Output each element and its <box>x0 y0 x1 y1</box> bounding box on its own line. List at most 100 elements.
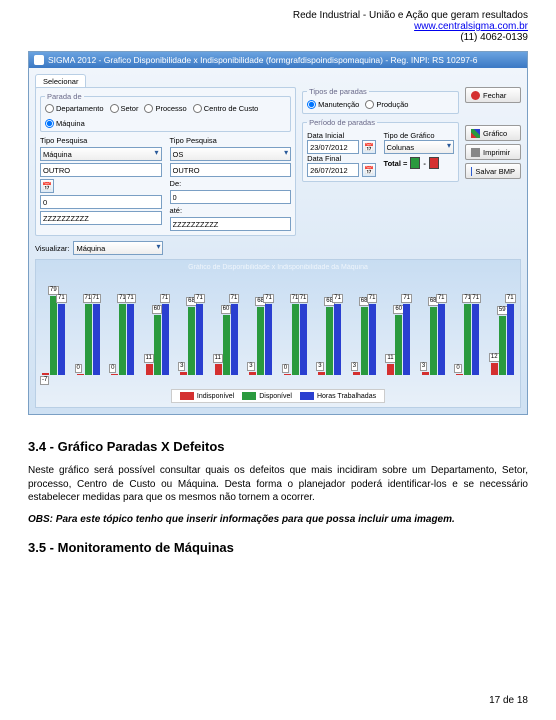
radio-parada-3[interactable]: Centro de Custo <box>193 104 259 113</box>
sel-visualizar[interactable] <box>73 241 163 255</box>
cal-di[interactable]: 📅 <box>362 140 376 154</box>
radio-tipo-0[interactable]: Manutenção <box>307 100 359 109</box>
para-3-4: Neste gráfico será possível consultar qu… <box>28 464 528 505</box>
bar: 71 <box>292 304 299 375</box>
bar-group-9: 36871 <box>353 304 376 375</box>
label-de: De: <box>170 179 292 188</box>
radio-parada-0[interactable]: Departamento <box>45 104 104 113</box>
input-data-final[interactable] <box>307 163 359 177</box>
radio-tipo-1[interactable]: Produção <box>365 100 408 109</box>
bar: 71 <box>58 304 65 375</box>
radio-parada-2[interactable]: Processo <box>144 104 186 113</box>
right-buttons: Fechar Gráfico Imprimir Salvar BMP <box>465 87 521 179</box>
legend-indisp: Indisponível <box>197 393 234 400</box>
chart-area: Gráfico de Disponibilidade x Indisponibi… <box>35 259 521 408</box>
bar: 71 <box>403 304 410 375</box>
app-icon <box>34 55 44 65</box>
chart-icon <box>471 129 480 138</box>
document-body: 3.4 - Gráfico Paradas X Defeitos Neste g… <box>0 415 556 555</box>
bar-group-13: 125971 <box>491 304 514 375</box>
radio-parada-4[interactable]: Máquina <box>45 119 85 128</box>
radio-parada-1[interactable]: Setor <box>110 104 139 113</box>
label-total: Total = <box>384 159 408 168</box>
btn-grafico[interactable]: Gráfico <box>465 125 521 141</box>
bar: 68 <box>188 307 195 375</box>
heading-3-5: 3.5 - Monitoramento de Máquinas <box>28 540 528 555</box>
txt-outro-l[interactable] <box>40 163 162 177</box>
bar-group-11: 36871 <box>422 304 445 375</box>
bar: 71 <box>369 304 376 375</box>
bar: 71 <box>265 304 272 375</box>
save-icon <box>471 167 472 176</box>
bar: 3 <box>318 372 325 375</box>
bar: 60 <box>395 315 402 375</box>
txt-outro-r[interactable] <box>170 163 292 177</box>
legend-periodo: Período de paradas <box>307 118 377 127</box>
bar-group-0: -77971 <box>42 296 65 375</box>
txt-z-r[interactable] <box>170 217 292 231</box>
bar: 60 <box>223 315 230 375</box>
bar: 71 <box>119 304 126 375</box>
bar-group-7: 07171 <box>284 304 307 375</box>
bar-group-2: 07171 <box>111 304 134 375</box>
sel-tipo-grafico[interactable] <box>384 140 454 154</box>
bar: 68 <box>430 307 437 375</box>
txt-0-l[interactable] <box>40 195 162 209</box>
btn-salvar[interactable]: Salvar BMP <box>465 163 521 179</box>
dash: - <box>423 159 426 168</box>
col-left: Tipo Pesquisa 📅 <box>40 136 162 231</box>
bar: 11 <box>215 364 222 375</box>
header-link[interactable]: www.centralsigma.com.br <box>414 21 528 32</box>
txt-0-r[interactable] <box>170 190 292 204</box>
bar-group-8: 36871 <box>318 304 341 375</box>
bar: 71 <box>127 304 134 375</box>
bar: 71 <box>464 304 471 375</box>
close-icon <box>471 91 480 100</box>
bar: 71 <box>85 304 92 375</box>
bar: 71 <box>300 304 307 375</box>
swatch-green <box>410 157 420 169</box>
bar: 71 <box>507 304 514 375</box>
label-tipo-grafico: Tipo de Gráfico <box>384 131 454 140</box>
legend-parada: Parada de <box>45 92 84 101</box>
chart-title: Gráfico de Disponibilidade x Indisponibi… <box>40 264 516 271</box>
sel-os[interactable] <box>170 147 292 161</box>
label-ate: até: <box>170 206 292 215</box>
cal-df[interactable]: 📅 <box>362 163 376 177</box>
input-data-inicial[interactable] <box>307 140 359 154</box>
label-data-inicial: Data Inicial <box>307 131 377 140</box>
bar: 3 <box>180 372 187 375</box>
col-right: Tipo Pesquisa De: até: <box>170 136 292 231</box>
bar: 79 <box>50 296 57 375</box>
fieldset-periodo: Período de paradas Data Inicial 📅 Data F… <box>302 118 459 182</box>
btn-fechar[interactable]: Fechar <box>465 87 521 103</box>
bar-group-6: 36871 <box>249 304 272 375</box>
bar: 68 <box>326 307 333 375</box>
label-visualizar: Visualizar: <box>35 244 69 253</box>
titlebar: SIGMA 2012 - Grafico Disponibilidade x I… <box>29 52 527 68</box>
bar: 11 <box>387 364 394 375</box>
bar: 71 <box>162 304 169 375</box>
bar: -7 <box>42 373 49 375</box>
bar-group-12: 07171 <box>456 304 479 375</box>
panel-filters: Parada de Departamento Setor Processo Centr… <box>35 87 296 236</box>
bar: 0 <box>111 374 118 375</box>
label-tipo-pesq-r: Tipo Pesquisa <box>170 136 292 145</box>
bar: 68 <box>257 307 264 375</box>
bar: 71 <box>93 304 100 375</box>
cal-btn-l[interactable]: 📅 <box>40 179 54 193</box>
legend-sw-green <box>242 392 256 400</box>
tab-selecionar[interactable]: Selecionar <box>35 74 86 88</box>
bar: 71 <box>438 304 445 375</box>
bar-group-1: 07171 <box>77 304 100 375</box>
legend-tipos: Tipos de paradas <box>307 87 369 96</box>
header-phone: (11) 4062-0139 <box>28 32 528 43</box>
txt-z-l[interactable] <box>40 211 162 225</box>
bar-group-3: 116071 <box>146 304 169 375</box>
bar: 3 <box>422 372 429 375</box>
legend-sw-blue <box>300 392 314 400</box>
sel-maquina[interactable] <box>40 147 162 161</box>
legend-horas: Horas Trabalhadas <box>317 393 376 400</box>
btn-imprimir[interactable]: Imprimir <box>465 144 521 160</box>
bar-group-5: 116071 <box>215 304 238 375</box>
